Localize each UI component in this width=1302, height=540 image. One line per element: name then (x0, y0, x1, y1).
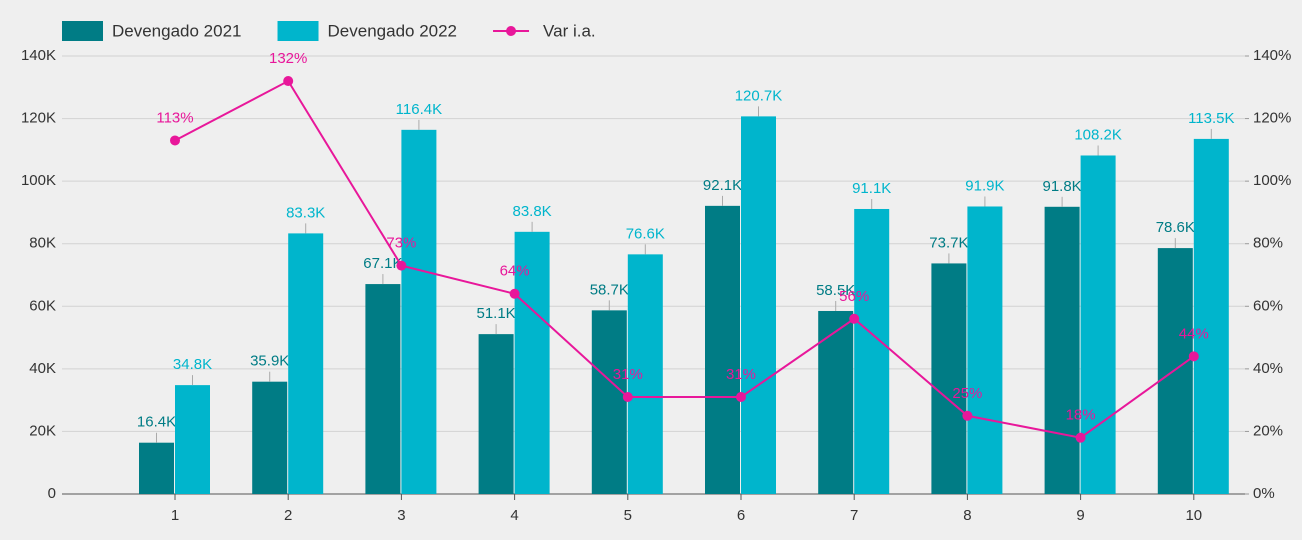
data-label: 44% (1179, 325, 1209, 342)
data-label: 92.1K (703, 177, 742, 194)
bar (139, 442, 174, 494)
line-point (962, 410, 973, 421)
data-label: 91.9K (965, 177, 1004, 194)
data-label: 58.5K (816, 282, 855, 299)
y-tick-label: 120K (21, 110, 56, 127)
bar (1080, 155, 1116, 494)
data-label: 91.8K (1042, 178, 1081, 195)
data-label: 108.2K (1074, 126, 1122, 143)
line-point (283, 76, 294, 87)
legend-label: Var i.a. (543, 21, 596, 40)
bar (1193, 138, 1229, 494)
line-point (396, 260, 407, 271)
y2-tick-label: 20% (1253, 422, 1283, 439)
data-label: 120.7K (735, 87, 783, 104)
y2-tick-label: 120% (1253, 110, 1291, 127)
bar (288, 233, 324, 494)
data-label: 78.6K (1156, 219, 1195, 236)
bar (705, 205, 740, 494)
line-point (509, 288, 520, 299)
bar (818, 310, 854, 494)
data-label: 31% (613, 366, 643, 383)
data-label: 91.1K (852, 180, 891, 197)
line-point (1075, 432, 1086, 443)
bar (854, 208, 890, 495)
bar (175, 385, 210, 494)
y2-tick-label: 140% (1253, 47, 1291, 64)
data-label: 76.6K (626, 225, 665, 242)
bar (1157, 248, 1193, 494)
bar (365, 284, 401, 494)
y-tick-label: 40K (29, 360, 56, 377)
data-label: 116.4K (396, 101, 442, 118)
x-tick-label: 2 (284, 507, 292, 524)
data-label: 51.1K (476, 305, 515, 322)
data-label: 132% (269, 50, 307, 67)
y-tick-label: 80K (29, 235, 56, 252)
data-label: 83.8K (512, 203, 551, 220)
bar (401, 129, 437, 494)
data-label: 113.5K (1188, 110, 1234, 127)
bar (741, 116, 776, 494)
legend-swatch (277, 21, 319, 41)
data-label: 16.4K (137, 414, 176, 431)
legend-label: Devengado 2022 (328, 21, 458, 40)
line-point (1188, 351, 1199, 362)
bar (591, 310, 627, 494)
data-label: 73% (386, 235, 416, 252)
bar (478, 334, 514, 494)
y2-tick-label: 80% (1253, 235, 1283, 252)
x-tick-label: 8 (963, 507, 971, 524)
data-label: 67.1K (363, 255, 402, 272)
legend-swatch (62, 21, 103, 41)
y2-tick-label: 40% (1253, 360, 1283, 377)
x-tick-label: 1 (171, 507, 179, 524)
line-point (736, 392, 746, 403)
legend-label: Devengado 2021 (112, 21, 242, 40)
line-point (849, 313, 860, 324)
y-tick-label: 0 (48, 485, 56, 502)
y-tick-label: 60K (29, 297, 56, 314)
line (174, 79, 1195, 439)
x-tick-label: 10 (1185, 507, 1202, 524)
data-label: 18% (1066, 407, 1096, 424)
y2-tick-label: 100% (1253, 172, 1291, 189)
y-tick-label: 140K (21, 47, 56, 64)
y-tick-label: 20K (29, 422, 56, 439)
y2-tick-label: 60% (1253, 297, 1283, 314)
bar (252, 381, 288, 494)
x-tick-label: 6 (737, 507, 745, 524)
data-label: 73.7K (929, 234, 968, 251)
y2-tick-label: 0% (1253, 485, 1275, 502)
line-point (170, 135, 180, 146)
line-point (622, 392, 633, 403)
x-tick-label: 3 (397, 507, 405, 524)
data-label: 31% (726, 366, 756, 383)
bar (967, 206, 1003, 494)
y-tick-label: 100K (21, 172, 56, 189)
bar (1044, 206, 1080, 494)
data-label: 34.8K (173, 356, 212, 373)
x-tick-label: 4 (510, 507, 518, 524)
bar (931, 263, 967, 494)
bar (514, 231, 550, 494)
legend-dot (506, 26, 517, 36)
data-label: 25% (952, 385, 982, 402)
data-label: 83.3K (286, 204, 325, 221)
bar (627, 254, 663, 494)
data-label: 35.9K (250, 353, 289, 370)
data-label: 58.7K (590, 281, 629, 298)
data-label: 64% (500, 263, 530, 280)
x-tick-label: 7 (850, 507, 858, 524)
data-label: 56% (839, 288, 869, 305)
x-tick-label: 5 (624, 507, 632, 524)
data-label: 113% (156, 109, 193, 126)
x-tick-label: 9 (1076, 507, 1084, 524)
